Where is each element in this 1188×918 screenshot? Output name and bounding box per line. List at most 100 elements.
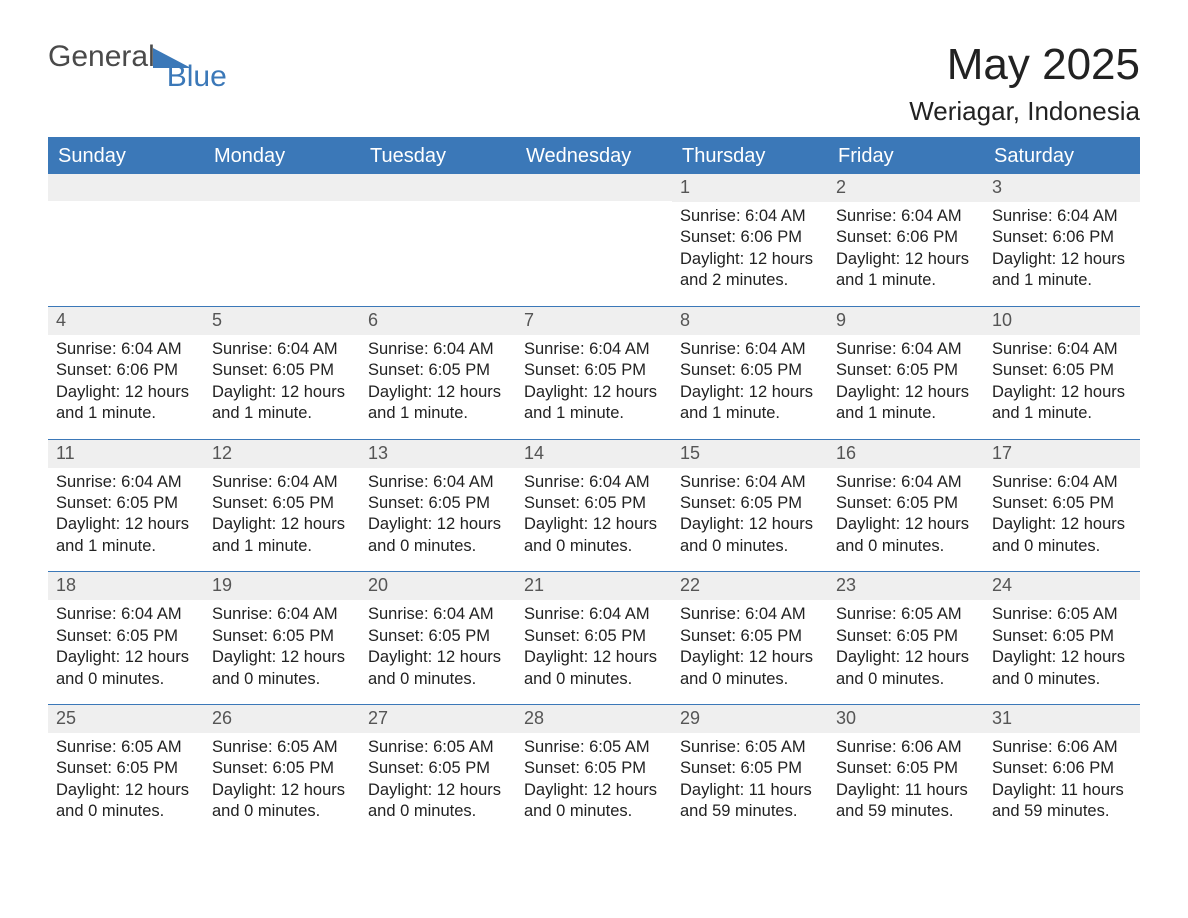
day-sunset: Sunset: 6:05 PM — [368, 626, 508, 647]
day-daylight1: Daylight: 12 hours — [56, 382, 196, 403]
day-details: Sunrise: 6:04 AMSunset: 6:05 PMDaylight:… — [672, 335, 828, 425]
day-daylight1: Daylight: 12 hours — [524, 382, 664, 403]
day-daylight2: and 2 minutes. — [680, 270, 820, 291]
day-sunrise: Sunrise: 6:04 AM — [56, 604, 196, 625]
day-sunset: Sunset: 6:05 PM — [368, 493, 508, 514]
day-sunset: Sunset: 6:05 PM — [992, 360, 1132, 381]
calendar-cell: 30Sunrise: 6:06 AMSunset: 6:05 PMDayligh… — [828, 705, 984, 837]
day-daylight1: Daylight: 12 hours — [56, 647, 196, 668]
calendar-cell: 4Sunrise: 6:04 AMSunset: 6:06 PMDaylight… — [48, 307, 204, 439]
day-details: Sunrise: 6:04 AMSunset: 6:06 PMDaylight:… — [48, 335, 204, 425]
day-sunrise: Sunrise: 6:05 AM — [680, 737, 820, 758]
day-daylight1: Daylight: 12 hours — [680, 514, 820, 535]
day-daylight2: and 0 minutes. — [56, 669, 196, 690]
day-sunset: Sunset: 6:05 PM — [524, 493, 664, 514]
day-sunset: Sunset: 6:05 PM — [680, 360, 820, 381]
day-sunrise: Sunrise: 6:04 AM — [56, 339, 196, 360]
day-daylight2: and 0 minutes. — [524, 536, 664, 557]
calendar-cell: 12Sunrise: 6:04 AMSunset: 6:05 PMDayligh… — [204, 440, 360, 572]
day-daylight1: Daylight: 11 hours — [836, 780, 976, 801]
day-daylight1: Daylight: 12 hours — [524, 780, 664, 801]
day-sunset: Sunset: 6:05 PM — [212, 493, 352, 514]
day-number: 26 — [204, 705, 360, 733]
day-details: Sunrise: 6:05 AMSunset: 6:05 PMDaylight:… — [516, 733, 672, 823]
day-daylight2: and 0 minutes. — [680, 536, 820, 557]
calendar-cell: 20Sunrise: 6:04 AMSunset: 6:05 PMDayligh… — [360, 572, 516, 704]
day-details: Sunrise: 6:04 AMSunset: 6:05 PMDaylight:… — [360, 335, 516, 425]
day-daylight2: and 0 minutes. — [992, 669, 1132, 690]
day-sunrise: Sunrise: 6:06 AM — [992, 737, 1132, 758]
day-details: Sunrise: 6:06 AMSunset: 6:06 PMDaylight:… — [984, 733, 1140, 823]
day-details: Sunrise: 6:04 AMSunset: 6:05 PMDaylight:… — [516, 468, 672, 558]
day-number: 28 — [516, 705, 672, 733]
day-details: Sunrise: 6:04 AMSunset: 6:05 PMDaylight:… — [828, 468, 984, 558]
day-sunrise: Sunrise: 6:04 AM — [368, 604, 508, 625]
day-number: 29 — [672, 705, 828, 733]
day-sunrise: Sunrise: 6:05 AM — [992, 604, 1132, 625]
day-sunset: Sunset: 6:06 PM — [992, 758, 1132, 779]
day-details: Sunrise: 6:04 AMSunset: 6:05 PMDaylight:… — [672, 468, 828, 558]
calendar-cell: 14Sunrise: 6:04 AMSunset: 6:05 PMDayligh… — [516, 440, 672, 572]
day-sunset: Sunset: 6:05 PM — [56, 626, 196, 647]
day-number-empty — [204, 174, 360, 201]
day-number: 5 — [204, 307, 360, 335]
day-sunset: Sunset: 6:06 PM — [56, 360, 196, 381]
day-sunset: Sunset: 6:05 PM — [836, 626, 976, 647]
day-daylight1: Daylight: 12 hours — [680, 382, 820, 403]
day-daylight1: Daylight: 12 hours — [524, 514, 664, 535]
day-sunset: Sunset: 6:05 PM — [212, 758, 352, 779]
day-sunset: Sunset: 6:05 PM — [368, 360, 508, 381]
day-details: Sunrise: 6:04 AMSunset: 6:05 PMDaylight:… — [672, 600, 828, 690]
day-details: Sunrise: 6:04 AMSunset: 6:06 PMDaylight:… — [984, 202, 1140, 292]
day-sunrise: Sunrise: 6:05 AM — [56, 737, 196, 758]
calendar-cell: 5Sunrise: 6:04 AMSunset: 6:05 PMDaylight… — [204, 307, 360, 439]
calendar-cell: 8Sunrise: 6:04 AMSunset: 6:05 PMDaylight… — [672, 307, 828, 439]
day-header-wednesday: Wednesday — [516, 139, 672, 174]
day-sunset: Sunset: 6:05 PM — [680, 493, 820, 514]
day-details: Sunrise: 6:05 AMSunset: 6:05 PMDaylight:… — [360, 733, 516, 823]
location-label: Weriagar, Indonesia — [48, 96, 1140, 127]
day-daylight2: and 1 minute. — [680, 403, 820, 424]
day-sunset: Sunset: 6:05 PM — [56, 493, 196, 514]
day-number: 6 — [360, 307, 516, 335]
day-details: Sunrise: 6:04 AMSunset: 6:05 PMDaylight:… — [204, 335, 360, 425]
day-details: Sunrise: 6:04 AMSunset: 6:05 PMDaylight:… — [48, 600, 204, 690]
day-number: 15 — [672, 440, 828, 468]
calendar-cell — [516, 174, 672, 306]
day-sunrise: Sunrise: 6:04 AM — [992, 339, 1132, 360]
day-number: 17 — [984, 440, 1140, 468]
calendar-cell: 23Sunrise: 6:05 AMSunset: 6:05 PMDayligh… — [828, 572, 984, 704]
day-daylight1: Daylight: 12 hours — [56, 514, 196, 535]
day-details: Sunrise: 6:05 AMSunset: 6:05 PMDaylight:… — [48, 733, 204, 823]
day-number: 21 — [516, 572, 672, 600]
day-daylight2: and 1 minute. — [212, 403, 352, 424]
day-number: 19 — [204, 572, 360, 600]
day-daylight1: Daylight: 12 hours — [836, 249, 976, 270]
day-header-tuesday: Tuesday — [360, 139, 516, 174]
day-daylight1: Daylight: 12 hours — [212, 647, 352, 668]
day-details: Sunrise: 6:04 AMSunset: 6:05 PMDaylight:… — [204, 468, 360, 558]
day-daylight2: and 1 minute. — [992, 270, 1132, 291]
day-number: 4 — [48, 307, 204, 335]
day-sunset: Sunset: 6:06 PM — [680, 227, 820, 248]
day-daylight2: and 59 minutes. — [992, 801, 1132, 822]
day-sunrise: Sunrise: 6:04 AM — [212, 472, 352, 493]
day-header-saturday: Saturday — [984, 139, 1140, 174]
day-details: Sunrise: 6:04 AMSunset: 6:06 PMDaylight:… — [672, 202, 828, 292]
calendar-week: 18Sunrise: 6:04 AMSunset: 6:05 PMDayligh… — [48, 571, 1140, 704]
day-details: Sunrise: 6:04 AMSunset: 6:05 PMDaylight:… — [204, 600, 360, 690]
day-number-empty — [48, 174, 204, 201]
day-sunrise: Sunrise: 6:05 AM — [368, 737, 508, 758]
logo-text-general: General — [48, 40, 155, 74]
day-daylight1: Daylight: 12 hours — [212, 514, 352, 535]
day-sunset: Sunset: 6:06 PM — [836, 227, 976, 248]
day-details: Sunrise: 6:04 AMSunset: 6:05 PMDaylight:… — [360, 468, 516, 558]
day-daylight2: and 1 minute. — [368, 403, 508, 424]
calendar-cell: 24Sunrise: 6:05 AMSunset: 6:05 PMDayligh… — [984, 572, 1140, 704]
day-details: Sunrise: 6:05 AMSunset: 6:05 PMDaylight:… — [672, 733, 828, 823]
calendar-cell: 18Sunrise: 6:04 AMSunset: 6:05 PMDayligh… — [48, 572, 204, 704]
day-sunset: Sunset: 6:05 PM — [836, 493, 976, 514]
day-daylight1: Daylight: 12 hours — [836, 514, 976, 535]
calendar-cell: 3Sunrise: 6:04 AMSunset: 6:06 PMDaylight… — [984, 174, 1140, 306]
day-details: Sunrise: 6:04 AMSunset: 6:05 PMDaylight:… — [360, 600, 516, 690]
